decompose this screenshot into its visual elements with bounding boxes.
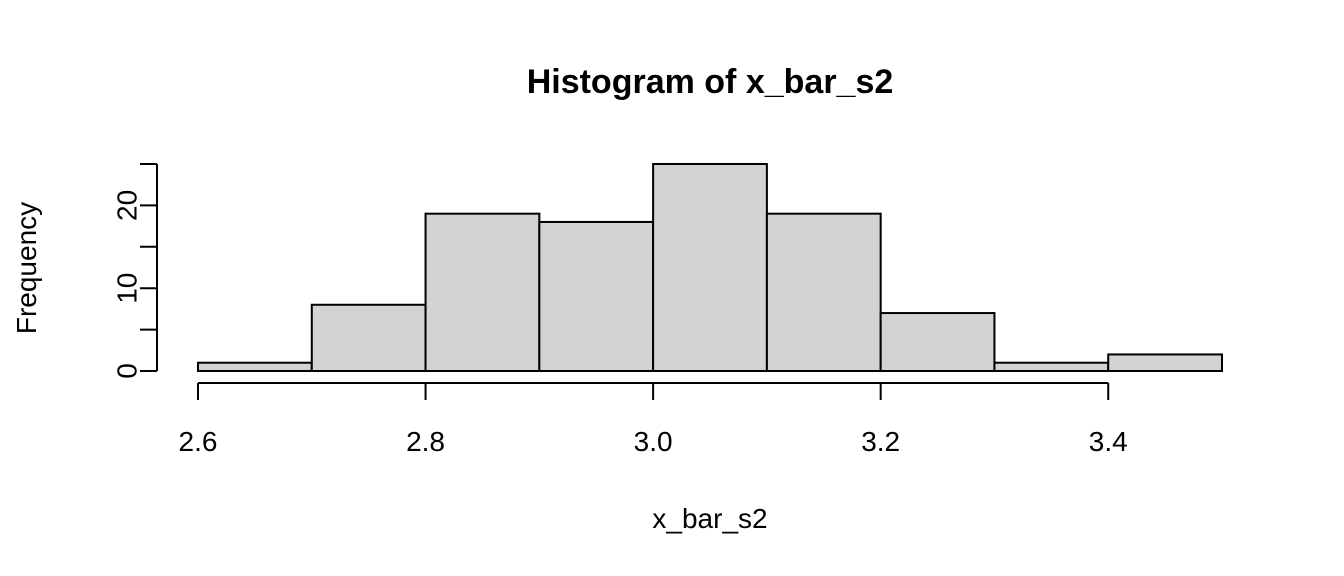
histogram-bar-4 — [652, 163, 768, 372]
histogram-bar-6 — [879, 312, 996, 373]
histogram-bar-3 — [538, 220, 655, 372]
histogram-bar-0 — [197, 361, 313, 373]
y-tick-label: 0 — [111, 363, 142, 379]
histogram-bar-7 — [993, 361, 1110, 373]
bars-group — [197, 163, 1223, 373]
x-tick-label: 3.0 — [634, 426, 673, 457]
histogram-bar-2 — [424, 212, 541, 372]
histogram-bar-1 — [310, 303, 427, 373]
histogram-bar-8 — [1107, 353, 1223, 373]
histogram-bar-5 — [765, 212, 882, 372]
x-axis-label: x_bar_s2 — [652, 503, 767, 534]
x-tick-label: 2.6 — [179, 426, 218, 457]
y-tick-label: 10 — [111, 273, 142, 304]
y-axis: 0 10 20 — [111, 163, 158, 379]
y-tick-label: 20 — [111, 190, 142, 221]
x-tick-label: 3.2 — [861, 426, 900, 457]
x-axis: 2.6 2.8 3.0 3.2 3.4 — [179, 382, 1128, 457]
y-axis-label: Frequency — [11, 202, 42, 334]
chart-title: Histogram of x_bar_s2 — [527, 63, 894, 101]
x-tick-label: 3.4 — [1089, 426, 1128, 457]
x-tick-label: 2.8 — [406, 426, 445, 457]
